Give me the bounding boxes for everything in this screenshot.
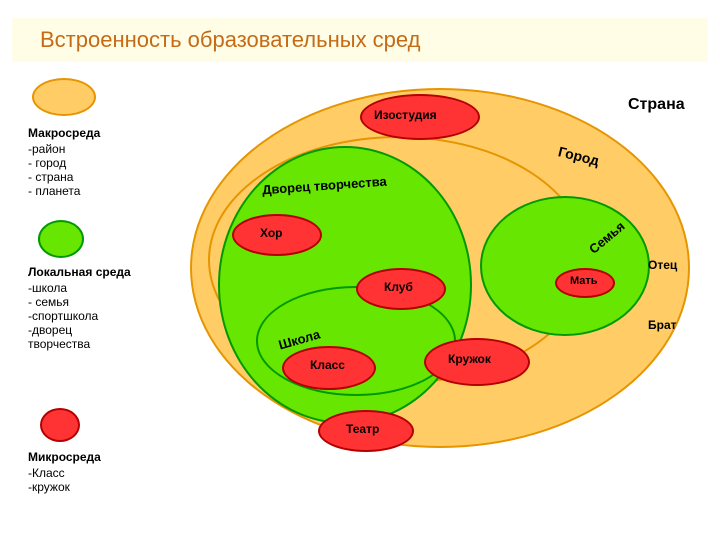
title-bar: Встроенность образовательных сред: [12, 18, 708, 62]
legend-macro-item: - страна: [28, 170, 100, 184]
legend-macro-heading: Макросреда: [28, 126, 100, 140]
label-izostudiya: Изостудия: [374, 108, 437, 122]
label-klub: Клуб: [384, 280, 413, 294]
label-country: Страна: [628, 96, 685, 114]
legend-local-item: - семья: [28, 295, 131, 309]
legend-macro: Макросреда -район - город - страна - пла…: [28, 126, 100, 198]
legend-local-item: творчества: [28, 337, 131, 351]
legend-local-item: -школа: [28, 281, 131, 295]
legend-micro: Микросреда -Класс -кружок: [28, 450, 101, 494]
legend-local-item: -спортшкола: [28, 309, 131, 323]
legend-swatch-micro: [40, 408, 80, 442]
label-mat: Мать: [570, 275, 598, 287]
legend-swatch-macro: [32, 78, 96, 116]
legend-swatch-local: [38, 220, 84, 258]
legend-macro-item: - планета: [28, 184, 100, 198]
label-klass: Класс: [310, 358, 345, 372]
label-kruzhok: Кружок: [448, 352, 491, 366]
legend-macro-item: - город: [28, 156, 100, 170]
legend-local-heading: Локальная среда: [28, 266, 131, 279]
label-brat: Брат: [648, 318, 677, 332]
label-teatr: Театр: [346, 422, 379, 436]
legend-micro-heading: Микросреда: [28, 450, 101, 464]
legend-local: Локальная среда -школа - семья -спортшко…: [28, 266, 131, 351]
legend-micro-item: -Класс: [28, 466, 101, 480]
ellipse-semya: [480, 196, 650, 336]
label-hor: Хор: [260, 226, 283, 240]
page-title: Встроенность образовательных сред: [40, 27, 421, 53]
label-otets: Отец: [648, 258, 677, 272]
legend-macro-item: -район: [28, 142, 100, 156]
legend-micro-item: -кружок: [28, 480, 101, 494]
legend-local-item: -дворец: [28, 323, 131, 337]
